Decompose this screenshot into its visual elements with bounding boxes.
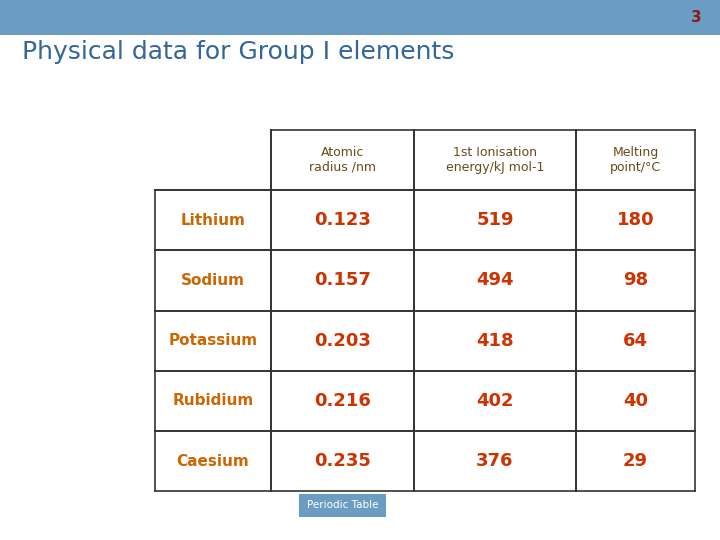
Text: 1st Ionisation
energy/kJ mol-1: 1st Ionisation energy/kJ mol-1 — [446, 146, 544, 174]
Text: 519: 519 — [476, 211, 514, 229]
Text: 0.216: 0.216 — [314, 392, 371, 410]
Text: Potassium: Potassium — [168, 333, 258, 348]
Text: 64: 64 — [623, 332, 648, 350]
Text: 29: 29 — [623, 453, 648, 470]
Text: Rubidium: Rubidium — [172, 394, 253, 408]
Text: Sodium: Sodium — [181, 273, 245, 288]
Text: 418: 418 — [476, 332, 514, 350]
Text: Caesium: Caesium — [176, 454, 249, 469]
Text: 0.203: 0.203 — [314, 332, 371, 350]
Text: Physical data for Group I elements: Physical data for Group I elements — [22, 40, 454, 64]
Text: 376: 376 — [476, 453, 514, 470]
Text: 180: 180 — [616, 211, 654, 229]
Text: Melting
point/°C: Melting point/°C — [610, 146, 661, 174]
Text: 98: 98 — [623, 271, 648, 289]
Text: 402: 402 — [476, 392, 514, 410]
Text: Lithium: Lithium — [181, 213, 246, 227]
Text: 0.235: 0.235 — [314, 453, 371, 470]
Text: 0.123: 0.123 — [314, 211, 371, 229]
Text: 3: 3 — [691, 10, 702, 25]
Text: 40: 40 — [623, 392, 648, 410]
Text: Periodic Table: Periodic Table — [307, 501, 378, 510]
Text: Atomic
radius /nm: Atomic radius /nm — [309, 146, 376, 174]
Text: 0.157: 0.157 — [314, 271, 371, 289]
Text: 494: 494 — [476, 271, 514, 289]
